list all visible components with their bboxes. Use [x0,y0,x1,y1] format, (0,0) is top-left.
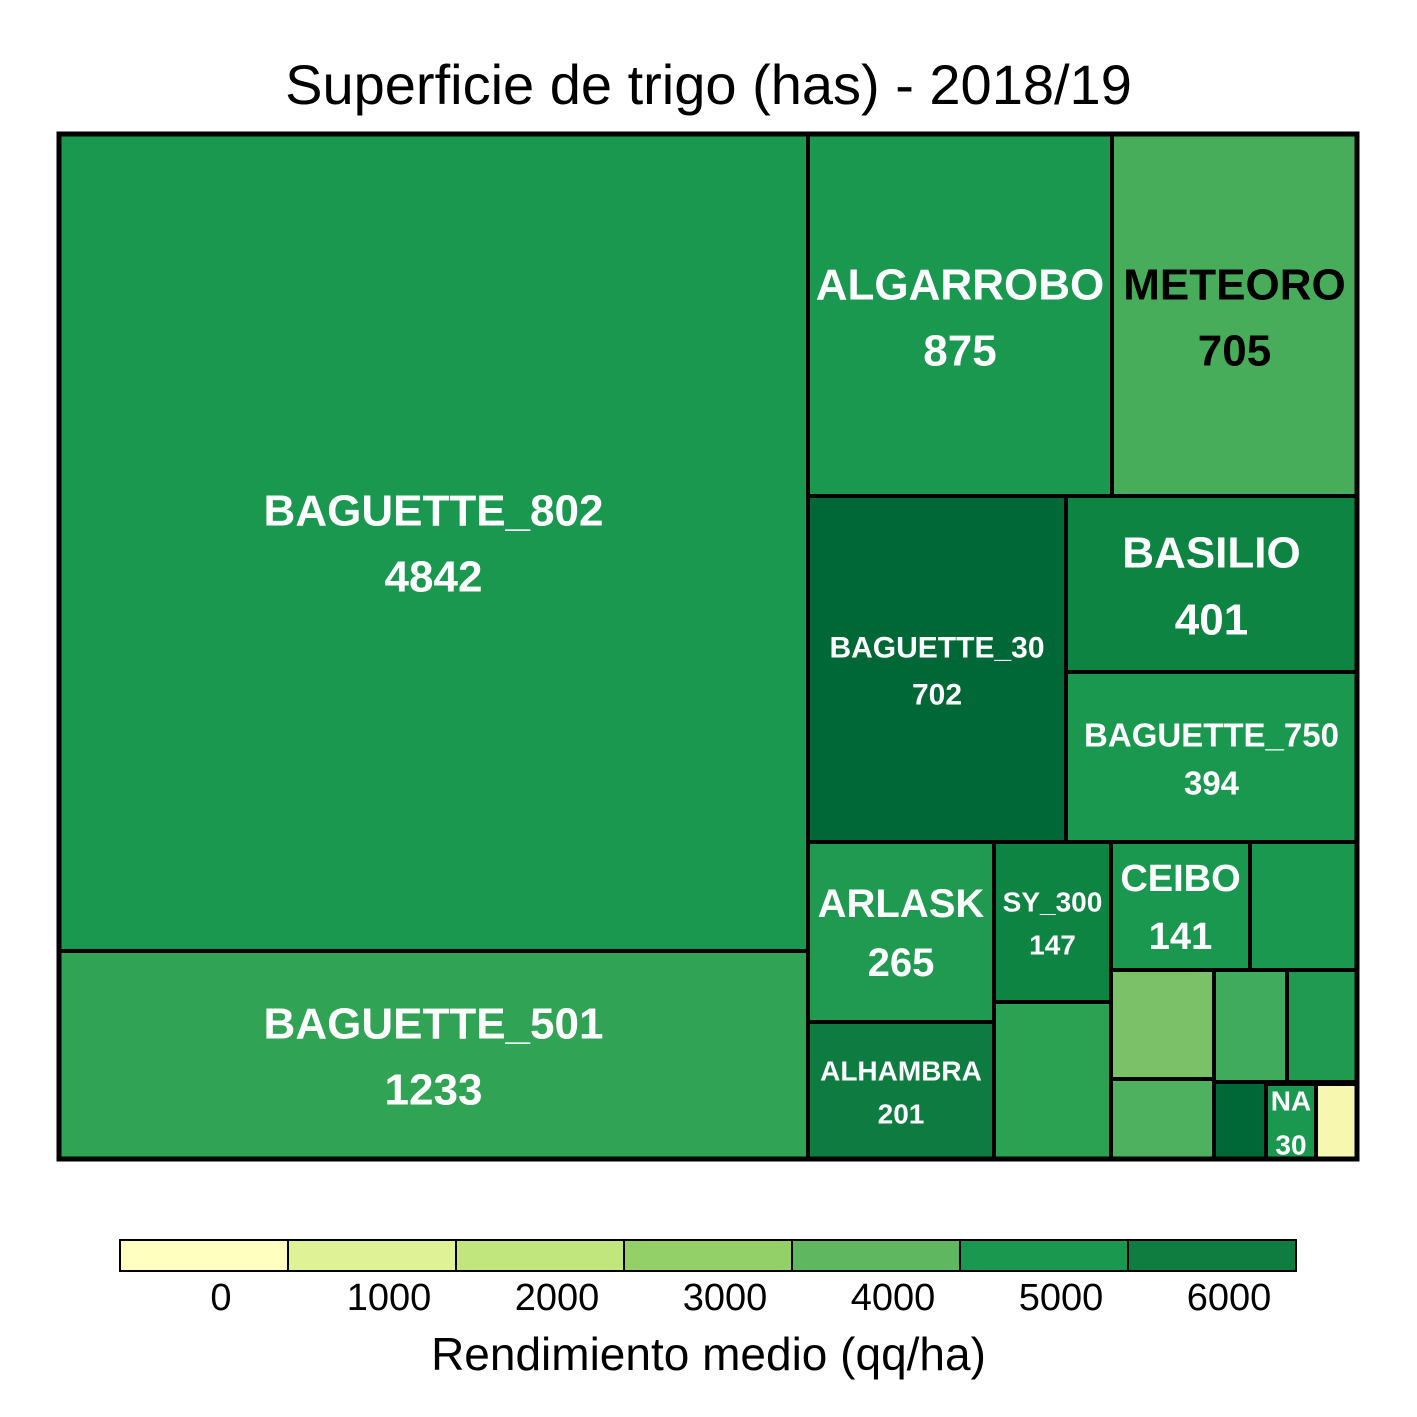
tile-value-label: 141 [1149,916,1212,958]
treemap-tile [1264,1082,1318,1161]
tile-value-label: 4842 [385,553,483,602]
treemap-tile [1064,670,1359,844]
tile-name-label: CEIBO [1120,858,1240,900]
tile-name-label: BASILIO [1122,529,1300,578]
legend-title: Rendimiento medio (qq/ha) [431,1328,986,1380]
tile-value-label: 1233 [385,1066,483,1115]
legend-swatch [119,1239,289,1272]
tile-value-label: 702 [912,679,962,712]
treemap-tile-unlabeled [1109,1077,1216,1161]
treemap-tile [1064,494,1359,674]
legend-swatch [287,1239,457,1272]
tile-value-label: 30 [1275,1130,1306,1161]
legend-swatch [791,1239,961,1272]
tile-value-label: 201 [878,1099,925,1130]
legend-tick-label: 4000 [850,1277,936,1319]
tile-name-label: BAGUETTE_30 [829,632,1044,665]
treemap-tile-unlabeled [1212,1080,1268,1161]
chart-title: Superficie de trigo (has) - 2018/19 [285,53,1132,116]
treemap-tile-unlabeled [1109,968,1216,1081]
tile-name-label: BAGUETTE_750 [1084,717,1339,754]
treemap-tile [992,840,1113,1004]
tile-name-label: SY_300 [1003,887,1103,918]
tile-name-label: BAGUETTE_802 [264,487,604,536]
treemap-tile [806,840,996,1024]
legend-tick-label: 5000 [1018,1277,1104,1319]
treemap-tile-unlabeled [1212,968,1289,1084]
tile-name-label: ALGARROBO [816,261,1104,310]
legend-tick-label: 3000 [682,1277,768,1319]
tile-value-label: 265 [868,941,935,985]
tile-name-label: NA [1271,1086,1311,1117]
legend-tick-label: 2000 [514,1277,600,1319]
treemap-tile [1110,132,1359,498]
tile-name-label: ALHAMBRA [820,1056,982,1087]
treemap-tile [806,132,1114,498]
tile-value-label: 875 [923,327,996,376]
legend-tick-label: 1000 [346,1277,432,1319]
treemap-tile [57,132,810,953]
legend-tick-label: 6000 [1186,1277,1272,1319]
tile-name-label: BAGUETTE_501 [264,1000,604,1049]
legend-swatch [959,1239,1129,1272]
tile-name-label: ARLASK [818,882,985,926]
tile-name-label: METEORO [1123,261,1345,310]
treemap-border [56,131,1360,1162]
treemap-tile [57,949,810,1161]
treemap-tile-unlabeled [1285,968,1359,1084]
tile-value-label: 394 [1184,765,1240,802]
legend-swatch [455,1239,625,1272]
treemap-tile [806,1020,996,1161]
treemap-tile [1109,840,1252,972]
treemap-tile [806,494,1068,844]
legend-tick-label: 0 [210,1277,232,1319]
treemap-tile-unlabeled [992,1000,1113,1161]
tile-value-label: 147 [1029,930,1076,961]
treemap-tile-unlabeled [1248,840,1359,972]
legend-swatch [623,1239,793,1272]
treemap-tile-unlabeled [1314,1082,1359,1161]
tile-value-label: 705 [1198,327,1271,376]
tile-value-label: 401 [1175,596,1248,645]
legend-swatch [1127,1239,1297,1272]
